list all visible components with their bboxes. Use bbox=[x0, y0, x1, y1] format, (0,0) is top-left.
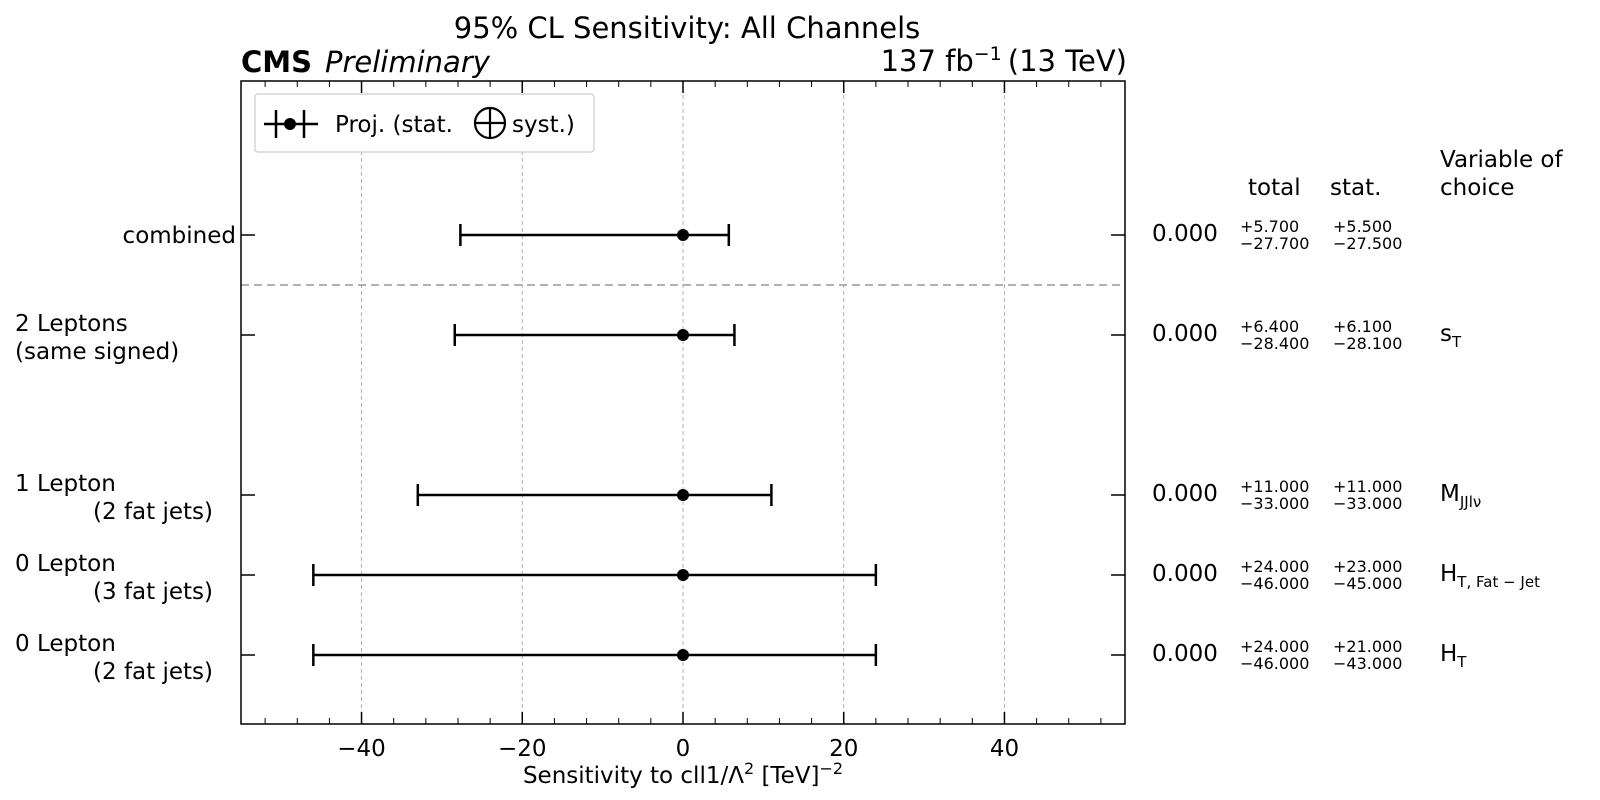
total-down: −33.000 bbox=[1240, 494, 1309, 513]
category-label-sub: (same signed) bbox=[15, 339, 179, 365]
variable-of-choice: MJJlν bbox=[1440, 481, 1481, 511]
stat-down: −27.500 bbox=[1333, 234, 1402, 253]
x-tick-label: 0 bbox=[676, 736, 691, 762]
category-label: 2 Leptons bbox=[15, 311, 128, 337]
category-label-sub: (2 fat jets) bbox=[93, 499, 213, 525]
stat-up: +11.000 bbox=[1333, 477, 1402, 496]
variable-subscript: T bbox=[1451, 333, 1462, 351]
lumi-label: 137 fb−1 (13 TeV) bbox=[881, 43, 1127, 78]
central-value: 0.000 bbox=[1152, 481, 1218, 507]
lumi-energy: (13 TeV) bbox=[1008, 44, 1127, 78]
stat-up: +21.000 bbox=[1333, 637, 1402, 656]
total-down: −27.700 bbox=[1240, 234, 1309, 253]
x-axis-label-exp: 2 bbox=[744, 759, 754, 778]
legend-marker bbox=[264, 110, 318, 138]
x-axis-label-unit: [TeV] bbox=[754, 763, 819, 789]
variable-main: H bbox=[1440, 641, 1457, 667]
category-label-sub: (2 fat jets) bbox=[93, 659, 213, 685]
legend-label-start: Proj. (stat. bbox=[335, 112, 453, 138]
stat-up: +5.500 bbox=[1333, 217, 1392, 236]
status-label: Preliminary bbox=[325, 45, 491, 79]
x-axis-label: Sensitivity to cll1/Λ2 [TeV]−2 bbox=[523, 759, 843, 789]
total-up: +24.000 bbox=[1240, 557, 1309, 576]
axis-ticks: −40 −20 0 20 40 bbox=[241, 81, 1125, 762]
stat-up: +6.100 bbox=[1333, 317, 1392, 336]
lumi-exponent: −1 bbox=[974, 43, 1002, 65]
central-value: 0.000 bbox=[1152, 641, 1218, 667]
variable-main: M bbox=[1440, 481, 1460, 507]
central-point bbox=[677, 489, 689, 501]
x-tick-label: −40 bbox=[337, 736, 386, 762]
column-header-stat: stat. bbox=[1330, 175, 1381, 201]
central-value: 0.000 bbox=[1152, 221, 1218, 247]
stat-down: −45.000 bbox=[1333, 574, 1402, 593]
variable-of-choice: sT bbox=[1440, 321, 1462, 351]
plot-area: −40 −20 0 20 40 bbox=[240, 80, 1126, 762]
central-point bbox=[677, 229, 689, 241]
variable-main: H bbox=[1440, 561, 1457, 587]
central-point bbox=[677, 649, 689, 661]
stat-up: +23.000 bbox=[1333, 557, 1402, 576]
variable-of-choice: HT, Fat − Jet bbox=[1440, 561, 1540, 591]
variable-subscript: T, Fat − Jet bbox=[1456, 573, 1540, 591]
column-header-total: total bbox=[1248, 175, 1301, 201]
total-down: −46.000 bbox=[1240, 574, 1309, 593]
variable-subscript: JJlν bbox=[1459, 493, 1481, 511]
oplus-symbol bbox=[473, 106, 507, 140]
data-marks bbox=[312, 224, 878, 666]
x-tick-label: 20 bbox=[829, 736, 858, 762]
total-up: +5.700 bbox=[1240, 217, 1299, 236]
total-down: −46.000 bbox=[1240, 654, 1309, 673]
x-axis-label-main: Sensitivity to cll1/Λ bbox=[523, 763, 744, 789]
central-value: 0.000 bbox=[1152, 321, 1218, 347]
x-axis-label-unit-exp: −2 bbox=[819, 759, 843, 778]
row-annotations: combined 0.000 +5.700−27.700 +5.500−27.500 2… bbox=[15, 217, 1540, 685]
total-up: +24.000 bbox=[1240, 637, 1309, 656]
category-label: combined bbox=[123, 223, 236, 249]
variable-of-choice: HT bbox=[1440, 641, 1467, 671]
central-value: 0.000 bbox=[1152, 561, 1218, 587]
x-tick-label: −20 bbox=[498, 736, 547, 762]
legend-label-end: syst.) bbox=[512, 112, 575, 138]
x-tick-label: 40 bbox=[990, 736, 1019, 762]
total-up: +11.000 bbox=[1240, 477, 1309, 496]
central-point bbox=[677, 569, 689, 581]
column-header-variable-line2: choice bbox=[1440, 175, 1514, 201]
legend: Proj. (stat. syst.) bbox=[254, 93, 595, 153]
stat-down: −43.000 bbox=[1333, 654, 1402, 673]
category-label: 0 Lepton bbox=[15, 551, 116, 577]
chart-title: 95% CL Sensitivity: All Channels bbox=[454, 11, 921, 45]
category-label-sub: (3 fat jets) bbox=[93, 579, 213, 605]
lumi-value: 137 fb bbox=[881, 44, 974, 78]
experiment-label: CMS bbox=[241, 45, 312, 79]
stat-down: −28.100 bbox=[1333, 334, 1402, 353]
central-point bbox=[677, 329, 689, 341]
category-label: 0 Lepton bbox=[15, 631, 116, 657]
total-down: −28.400 bbox=[1240, 334, 1309, 353]
variable-subscript: T bbox=[1456, 653, 1467, 671]
legend-box bbox=[254, 93, 595, 153]
plot-frame bbox=[240, 80, 1126, 725]
column-header-variable-line1: Variable of bbox=[1440, 147, 1564, 173]
total-up: +6.400 bbox=[1240, 317, 1299, 336]
variable-main: s bbox=[1440, 321, 1452, 347]
grid-lines bbox=[361, 81, 1005, 724]
stat-down: −33.000 bbox=[1333, 494, 1402, 513]
category-label: 1 Lepton bbox=[15, 471, 116, 497]
